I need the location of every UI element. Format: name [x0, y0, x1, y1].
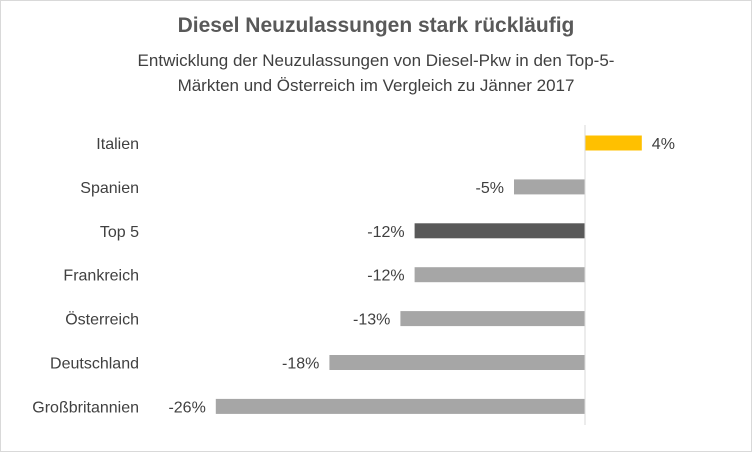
value-label-frankreich: -12%	[367, 268, 404, 285]
category-label-grossbritannien: Großbritannien	[32, 399, 139, 416]
value-label-italien: 4%	[652, 136, 675, 153]
bar-grossbritannien	[215, 398, 586, 414]
category-label-top-5: Top 5	[100, 224, 139, 241]
bar-italien	[585, 135, 642, 151]
bar-frankreich	[414, 267, 585, 283]
value-label-spanien: -5%	[476, 180, 504, 197]
value-labels-group: 4% -5% -12% -12% -13% -18% -26%	[168, 136, 674, 416]
category-label-spanien: Spanien	[80, 180, 139, 197]
value-label-oesterreich: -13%	[353, 312, 390, 329]
bar-oesterreich	[400, 311, 585, 327]
category-label-oesterreich: Österreich	[65, 311, 139, 329]
bar-spanien	[514, 179, 585, 195]
bar-top-5	[414, 223, 585, 239]
category-label-italien: Italien	[96, 136, 139, 153]
bars-group	[215, 135, 642, 414]
chart-subtitle-line-2: Märkten und Österreich im Vergleich zu J…	[177, 76, 575, 95]
chart-title: Diesel Neuzulassungen stark rückläufig	[177, 14, 575, 37]
category-label-frankreich: Frankreich	[63, 268, 139, 285]
value-label-deutschland: -18%	[282, 356, 319, 373]
bar-deutschland	[329, 355, 585, 370]
value-label-grossbritannien: -26%	[168, 399, 205, 416]
category-labels-group: Italien Spanien Top 5 Frankreich Österreich D…	[32, 136, 139, 416]
chart-subtitle-line-1: Entwicklung der Neuzulassungen von Diese…	[137, 51, 615, 70]
value-label-top-5: -12%	[367, 224, 404, 241]
category-label-deutschland: Deutschland	[50, 356, 139, 373]
